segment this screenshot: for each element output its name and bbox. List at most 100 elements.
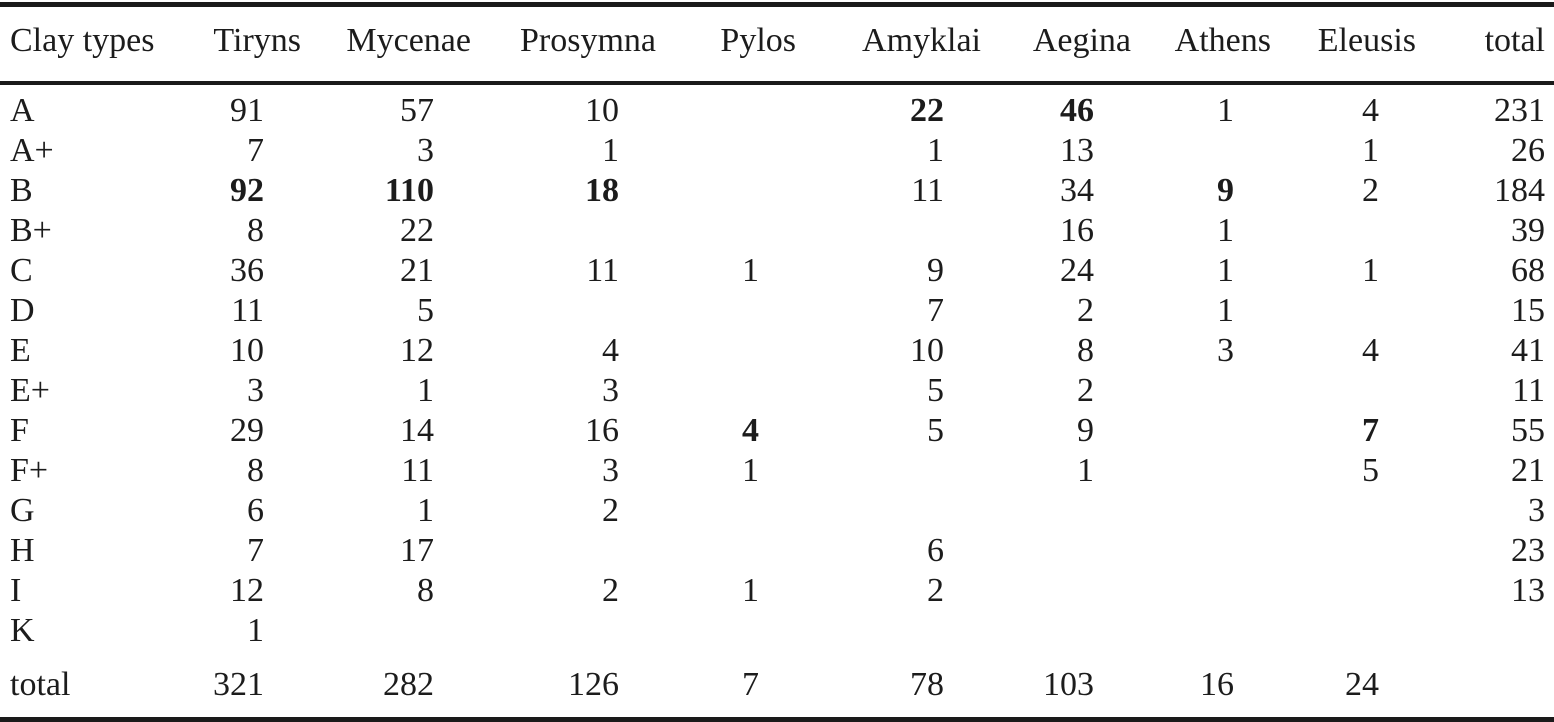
column-header-tiryns: Tiryns [195, 4, 310, 85]
cell: 6 [927, 532, 944, 569]
cell: 1 [1217, 252, 1234, 289]
row-label: A [10, 92, 35, 129]
cell: 6 [247, 492, 264, 529]
cell: 2 [1362, 172, 1379, 209]
row-label: F+ [10, 452, 49, 489]
cell [665, 611, 805, 651]
cell: 34 [1060, 172, 1094, 209]
cell: 103 [1043, 666, 1094, 703]
row-label: A+ [10, 132, 54, 169]
cell [665, 83, 805, 131]
cell: 29 [230, 412, 264, 449]
cell [990, 491, 1140, 531]
table-row: C 36 21 11 1 9 24 1 1 68 [0, 251, 1554, 291]
cell: 10 [585, 92, 619, 129]
table-row: E 10 12 4 10 8 3 4 41 [0, 331, 1554, 371]
row-label: B [10, 172, 33, 209]
cell: 11 [911, 172, 944, 209]
cell: 9 [927, 252, 944, 289]
cell: 7 [927, 292, 944, 329]
cell: 92 [230, 172, 264, 209]
cell: 21 [1511, 452, 1545, 489]
cell: 4 [742, 412, 759, 449]
cell [665, 291, 805, 331]
cell: 10 [230, 332, 264, 369]
cell: 282 [383, 666, 434, 703]
cell [1425, 651, 1554, 720]
cell: 17 [400, 532, 434, 569]
table-header: Clay types Tiryns Mycenae Prosymna Pylos Amyk… [0, 4, 1554, 85]
cell: 9 [1077, 412, 1094, 449]
cell [1140, 131, 1280, 171]
cell: 1 [742, 252, 759, 289]
cell: 7 [247, 532, 264, 569]
table-row: A+ 7 3 1 1 13 1 26 [0, 131, 1554, 171]
row-label: C [10, 252, 33, 289]
cell: 16 [1200, 666, 1234, 703]
cell [1280, 611, 1425, 651]
cell: 1 [417, 372, 434, 409]
cell [805, 451, 990, 491]
cell [990, 611, 1140, 651]
cell [1280, 571, 1425, 611]
cell: 8 [417, 572, 434, 609]
cell: 11 [1512, 372, 1545, 409]
cell: 2 [1077, 372, 1094, 409]
column-header-pylos: Pylos [665, 4, 805, 85]
table-row: F+ 8 11 3 1 1 5 21 [0, 451, 1554, 491]
cell: 91 [230, 92, 264, 129]
column-header-mycenae: Mycenae [310, 4, 480, 85]
total-row: total 321 282 126 7 78 103 16 24 [0, 651, 1554, 720]
cell: 4 [602, 332, 619, 369]
cell [665, 531, 805, 571]
cell: 10 [910, 332, 944, 369]
cell [665, 491, 805, 531]
cell: 1 [927, 132, 944, 169]
table-row: G 6 1 2 3 [0, 491, 1554, 531]
cell: 14 [400, 412, 434, 449]
table-row: H 7 17 6 23 [0, 531, 1554, 571]
column-header-aegina: Aegina [990, 4, 1140, 85]
header-row: Clay types Tiryns Mycenae Prosymna Pylos Amyk… [0, 4, 1554, 85]
column-header-total: total [1425, 4, 1554, 85]
cell: 7 [1362, 412, 1379, 449]
cell: 18 [585, 172, 619, 209]
column-header-amyklai: Amyklai [805, 4, 990, 85]
cell: 1 [1362, 132, 1379, 169]
cell: 16 [1060, 212, 1094, 249]
cell [665, 331, 805, 371]
cell: 9 [1217, 172, 1234, 209]
cell: 15 [1511, 292, 1545, 329]
cell: 1 [1217, 292, 1234, 329]
cell: 126 [568, 666, 619, 703]
cell [480, 611, 665, 651]
cell [480, 291, 665, 331]
cell [1140, 451, 1280, 491]
row-label: K [10, 612, 35, 649]
cell: 57 [400, 92, 434, 129]
cell: 8 [1077, 332, 1094, 369]
row-label: E [10, 332, 31, 369]
cell: 46 [1060, 92, 1094, 129]
cell: 5 [417, 292, 434, 329]
cell: 11 [231, 292, 264, 329]
cell: 5 [927, 372, 944, 409]
table-row: D 11 5 7 2 1 15 [0, 291, 1554, 331]
cell [1140, 531, 1280, 571]
column-header-eleusis: Eleusis [1280, 4, 1425, 85]
row-label: F [10, 412, 29, 449]
cell: 11 [401, 452, 434, 489]
cell: 1 [742, 452, 759, 489]
row-label: G [10, 492, 35, 529]
cell: 36 [230, 252, 264, 289]
cell [665, 171, 805, 211]
table-body: A 91 57 10 22 46 1 4 231 A+ 7 3 1 1 13 1 26 B 92 110 18 11 34 9… [0, 83, 1554, 720]
cell: 3 [1217, 332, 1234, 369]
cell: 1 [247, 612, 264, 649]
cell: 12 [400, 332, 434, 369]
table-row: B+ 8 22 16 1 39 [0, 211, 1554, 251]
cell [1280, 211, 1425, 251]
cell [310, 611, 480, 651]
